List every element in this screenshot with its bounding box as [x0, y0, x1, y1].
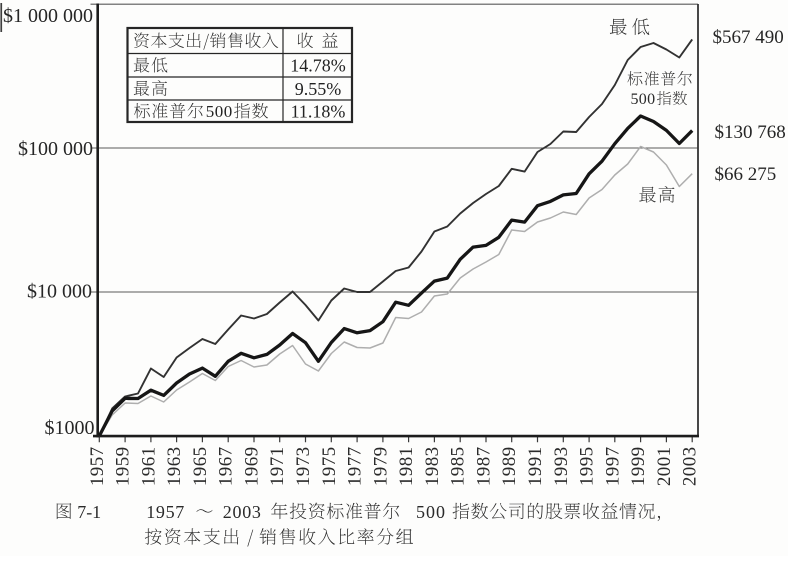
svg-text:500: 500	[416, 502, 446, 522]
svg-text:1989: 1989	[499, 447, 520, 487]
svg-text:1973: 1973	[293, 447, 314, 487]
svg-text:1987: 1987	[474, 447, 495, 487]
svg-text:$130 768: $130 768	[715, 122, 786, 143]
svg-text:$1000: $1000	[45, 417, 95, 439]
svg-text:7-1: 7-1	[77, 502, 101, 522]
svg-text:$66 275: $66 275	[715, 164, 777, 185]
svg-text:1961: 1961	[138, 447, 159, 487]
svg-text:1957: 1957	[146, 502, 185, 522]
svg-text:11.18%: 11.18%	[291, 102, 346, 122]
svg-text:1959: 1959	[113, 447, 134, 487]
svg-text:1981: 1981	[396, 447, 417, 487]
svg-text:1995: 1995	[577, 447, 598, 487]
svg-text:1975: 1975	[319, 447, 340, 487]
svg-text:1967: 1967	[216, 447, 237, 487]
svg-text:1963: 1963	[164, 447, 185, 487]
svg-text:1957: 1957	[87, 447, 108, 487]
svg-text:$10 000: $10 000	[27, 281, 92, 303]
svg-text:1971: 1971	[267, 447, 288, 487]
svg-text:$100 000: $100 000	[18, 138, 93, 160]
svg-text:500: 500	[206, 102, 233, 121]
svg-text:500: 500	[631, 91, 656, 108]
svg-text:1993: 1993	[551, 447, 572, 487]
svg-text:$567 490: $567 490	[713, 27, 784, 48]
svg-text:1969: 1969	[242, 447, 263, 487]
svg-text:1997: 1997	[602, 447, 623, 487]
svg-text:14.78%: 14.78%	[290, 56, 346, 76]
svg-text:9.55%: 9.55%	[295, 79, 342, 99]
svg-text:1999: 1999	[628, 447, 649, 487]
svg-text:2003: 2003	[223, 502, 262, 522]
svg-text:$1 000 000: $1 000 000	[3, 5, 93, 27]
svg-text:2001: 2001	[654, 447, 675, 487]
svg-text:2003: 2003	[680, 447, 701, 487]
svg-text:1991: 1991	[525, 447, 546, 487]
svg-text:1979: 1979	[370, 447, 391, 487]
svg-text:1977: 1977	[345, 447, 366, 487]
svg-text:1965: 1965	[190, 447, 211, 487]
svg-text:1985: 1985	[448, 447, 469, 487]
svg-text:1983: 1983	[422, 447, 443, 487]
